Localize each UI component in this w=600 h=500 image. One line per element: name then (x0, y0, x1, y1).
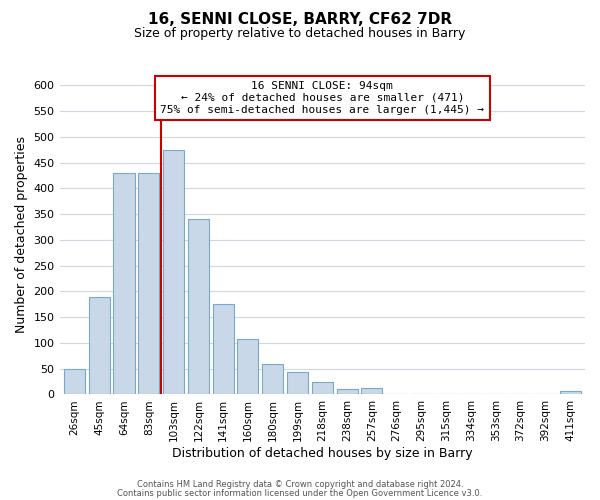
Bar (188, 220, 209, 394)
Bar (361, 388, 382, 394)
Bar (138, 173, 160, 394)
Bar (212, 304, 233, 394)
Bar (312, 382, 333, 394)
X-axis label: Distribution of detached houses by size in Barry: Distribution of detached houses by size … (172, 447, 473, 460)
Bar (89, 296, 110, 394)
Bar (64, 368, 85, 394)
Text: Contains public sector information licensed under the Open Government Licence v3: Contains public sector information licen… (118, 488, 482, 498)
Bar (560, 392, 581, 394)
Bar (262, 364, 283, 394)
Text: Contains HM Land Registry data © Crown copyright and database right 2024.: Contains HM Land Registry data © Crown c… (137, 480, 463, 489)
Bar (238, 340, 259, 394)
Bar (113, 173, 134, 394)
Bar (287, 372, 308, 394)
Bar (337, 390, 358, 394)
Y-axis label: Number of detached properties: Number of detached properties (15, 136, 28, 333)
Text: 16 SENNI CLOSE: 94sqm
← 24% of detached houses are smaller (471)
75% of semi-det: 16 SENNI CLOSE: 94sqm ← 24% of detached … (160, 82, 484, 114)
Text: 16, SENNI CLOSE, BARRY, CF62 7DR: 16, SENNI CLOSE, BARRY, CF62 7DR (148, 12, 452, 28)
Text: Size of property relative to detached houses in Barry: Size of property relative to detached ho… (134, 28, 466, 40)
Bar (163, 150, 184, 394)
